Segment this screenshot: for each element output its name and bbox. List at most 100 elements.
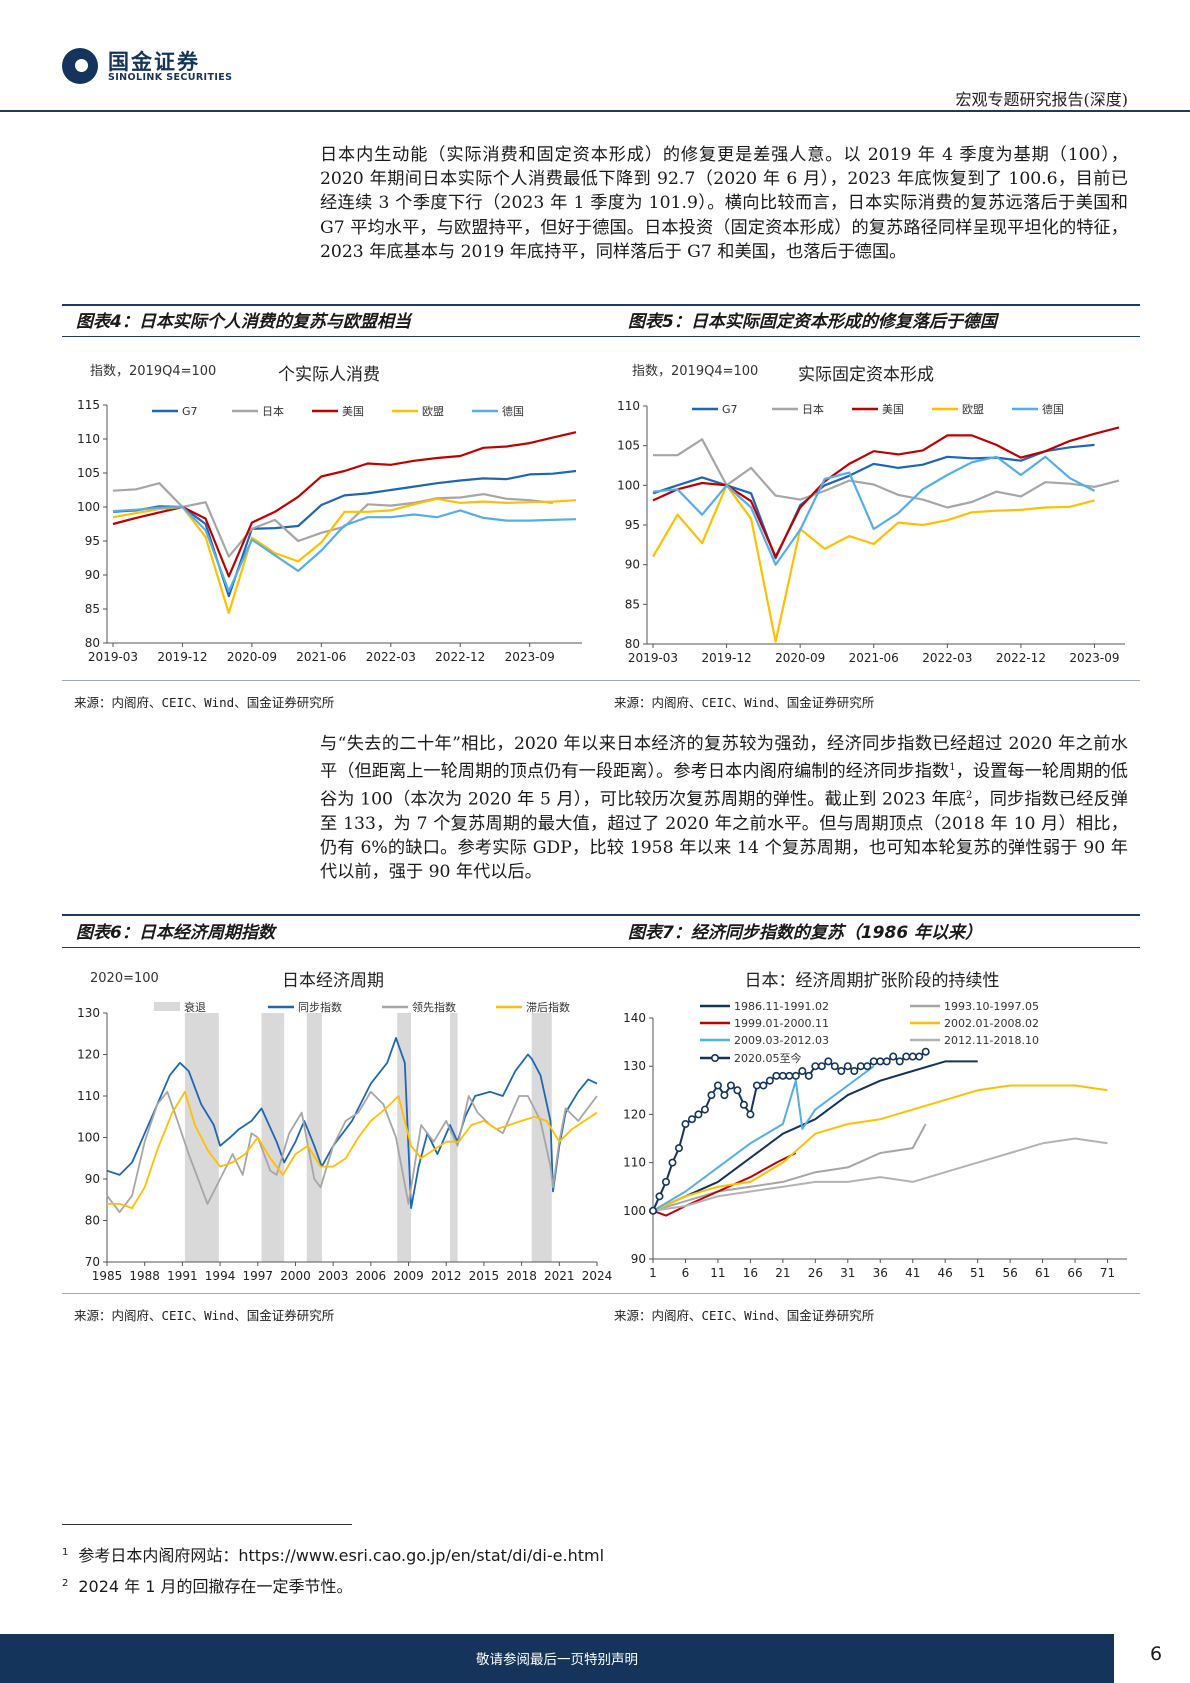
x-tick-label: 36 — [873, 1266, 888, 1280]
series-line-5 — [652, 455, 1096, 566]
x-tick-label: 2022-03 — [922, 651, 972, 665]
x-tick-label: 1988 — [129, 1269, 160, 1283]
series-marker — [694, 1110, 703, 1119]
x-tick-label: 1994 — [205, 1269, 236, 1283]
figure-top-rule-2 — [62, 914, 1140, 916]
series-marker — [869, 1057, 878, 1066]
legend-label: 同步指数 — [298, 1000, 342, 1014]
legend-label: 日本 — [802, 402, 824, 416]
x-tick-label: 51 — [970, 1266, 985, 1280]
y-tick-label: 95 — [625, 518, 640, 532]
figure-5-source: 来源：内阁府、CEIC、Wind、国金证券研究所 — [614, 695, 875, 710]
y-tick-label: 110 — [623, 1156, 646, 1170]
legend-label: 欧盟 — [962, 403, 984, 416]
x-tick-label: 2020-09 — [227, 650, 277, 664]
footnote-2-number: 2 — [62, 1577, 69, 1589]
paragraph-2-part-1: 与“失去的二十年”相比，2020 年以来日本经济的复苏较为强劲，经济同步指数已经… — [320, 734, 1128, 782]
footnote-2: 2 2024 年 1 月的回撤存在一定季节性。 — [62, 1573, 353, 1597]
legend-label: 美国 — [882, 403, 904, 416]
y-tick-label: 110 — [617, 399, 640, 413]
footer-disclaimer: 敬请参阅最后一页特别声明 — [476, 1652, 638, 1668]
x-tick-label: 2023-09 — [505, 650, 555, 664]
legend-label: 2012.11-2018.10 — [944, 1034, 1039, 1047]
series-line-1 — [652, 1060, 978, 1212]
footnote-ref-1: 1 — [949, 762, 956, 774]
chart-real-gfcf: 指数，2019Q4=100 实际固定资本形成 80 85 90 95 100 105 110 20… — [617, 364, 1125, 665]
series-marker — [739, 1100, 748, 1109]
series-marker — [889, 1052, 898, 1061]
x-tick-label: 2020-09 — [775, 651, 825, 665]
y-tick-label: 90 — [85, 568, 100, 582]
y-tick-label: 80 — [85, 1214, 100, 1228]
series-marker — [902, 1052, 911, 1061]
series-marker — [863, 1062, 872, 1071]
series-marker — [850, 1067, 859, 1076]
series-marker — [915, 1052, 924, 1061]
series-marker — [733, 1086, 742, 1095]
source-rule — [62, 680, 1140, 681]
x-tick-label: 2023-09 — [1069, 651, 1119, 665]
x-tick-label: 41 — [905, 1266, 920, 1280]
series-marker — [804, 1071, 813, 1080]
series-marker — [837, 1067, 846, 1076]
series-line-2 — [652, 1123, 927, 1212]
x-tick-label: 66 — [1067, 1266, 1082, 1280]
x-tick-label: 56 — [1002, 1266, 1017, 1280]
figure-4-source: 来源：内阁府、CEIC、Wind、国金证券研究所 — [74, 695, 335, 710]
series-line-4 — [652, 484, 1095, 643]
series-marker — [674, 1144, 683, 1153]
series-marker — [824, 1057, 833, 1066]
y-tick-label: 120 — [623, 1107, 646, 1121]
paragraph-2-part-2: ，设置每一轮周期的低谷为 100（本次为 2020 年 5 月），可比较历次复苏… — [320, 761, 1128, 810]
chart-y-label: 指数，2019Q4=100 — [90, 364, 216, 379]
figure-4-title: 图表4：日本实际个人消费的复苏与欧盟相当 — [76, 312, 411, 332]
y-tick-label: 100 — [77, 1131, 100, 1145]
x-tick-label: 16 — [743, 1266, 758, 1280]
series-marker — [759, 1081, 768, 1090]
series-marker — [700, 1105, 709, 1114]
x-tick-label: 2018 — [506, 1269, 537, 1283]
x-tick-label: 6 — [682, 1266, 690, 1280]
series-marker — [791, 1071, 800, 1080]
y-tick-label: 105 — [617, 439, 640, 453]
y-tick-label: 95 — [85, 534, 100, 548]
x-tick-label: 2003 — [318, 1269, 349, 1283]
page-number: 6 — [1150, 1643, 1163, 1665]
series-line-3 — [112, 431, 577, 578]
series-marker — [785, 1071, 794, 1080]
y-tick-label: 100 — [617, 478, 640, 492]
y-tick-label: 110 — [77, 1089, 100, 1103]
legend-label: 德国 — [1042, 402, 1064, 416]
logo-english-name: SINOLINK SECURITIES — [108, 72, 233, 83]
x-tick-label: 2012 — [431, 1269, 462, 1283]
series-marker — [687, 1115, 696, 1124]
x-tick-label: 26 — [808, 1266, 823, 1280]
series-marker — [655, 1192, 664, 1201]
legend-label: G7 — [722, 403, 738, 416]
y-tick-label: 80 — [85, 636, 100, 650]
series-marker — [661, 1177, 670, 1186]
logo-mark-icon — [62, 48, 98, 84]
legend-label: 1986.11-1991.02 — [734, 1000, 829, 1013]
figure-5-title: 图表5：日本实际固定资本形成的修复落后于德国 — [628, 312, 997, 332]
x-tick-label: 61 — [1035, 1266, 1050, 1280]
series-marker — [778, 1071, 787, 1080]
paragraph-1: 日本内生动能（实际消费和固定资本形成）的修复更是差强人意。以 2019 年 4 … — [320, 145, 1128, 262]
x-tick-label: 2019-03 — [88, 650, 138, 664]
series-marker — [895, 1057, 904, 1066]
figure-top-rule — [62, 304, 1140, 306]
x-tick-label: 2024 — [582, 1269, 613, 1283]
series-marker — [843, 1062, 852, 1071]
series-marker — [668, 1158, 677, 1167]
chart-business-cycle: 2020=100 日本经济周期 70 80 90 100 110 120 130 1985 1988… — [77, 971, 613, 1283]
series-marker — [811, 1062, 820, 1071]
footnote-rule — [62, 1524, 352, 1525]
chart-title: 实际固定资本形成 — [798, 365, 934, 385]
series-marker — [876, 1057, 885, 1066]
figure-title-rule-2 — [62, 947, 1140, 948]
y-tick-label: 90 — [625, 558, 640, 572]
x-tick-label: 2021 — [544, 1269, 575, 1283]
figure-7-title: 图表7：经济同步指数的复苏（1986 年以来） — [628, 923, 983, 943]
series-marker — [707, 1091, 716, 1100]
company-logo: 国金证券 SINOLINK SECURITIES — [62, 46, 242, 88]
